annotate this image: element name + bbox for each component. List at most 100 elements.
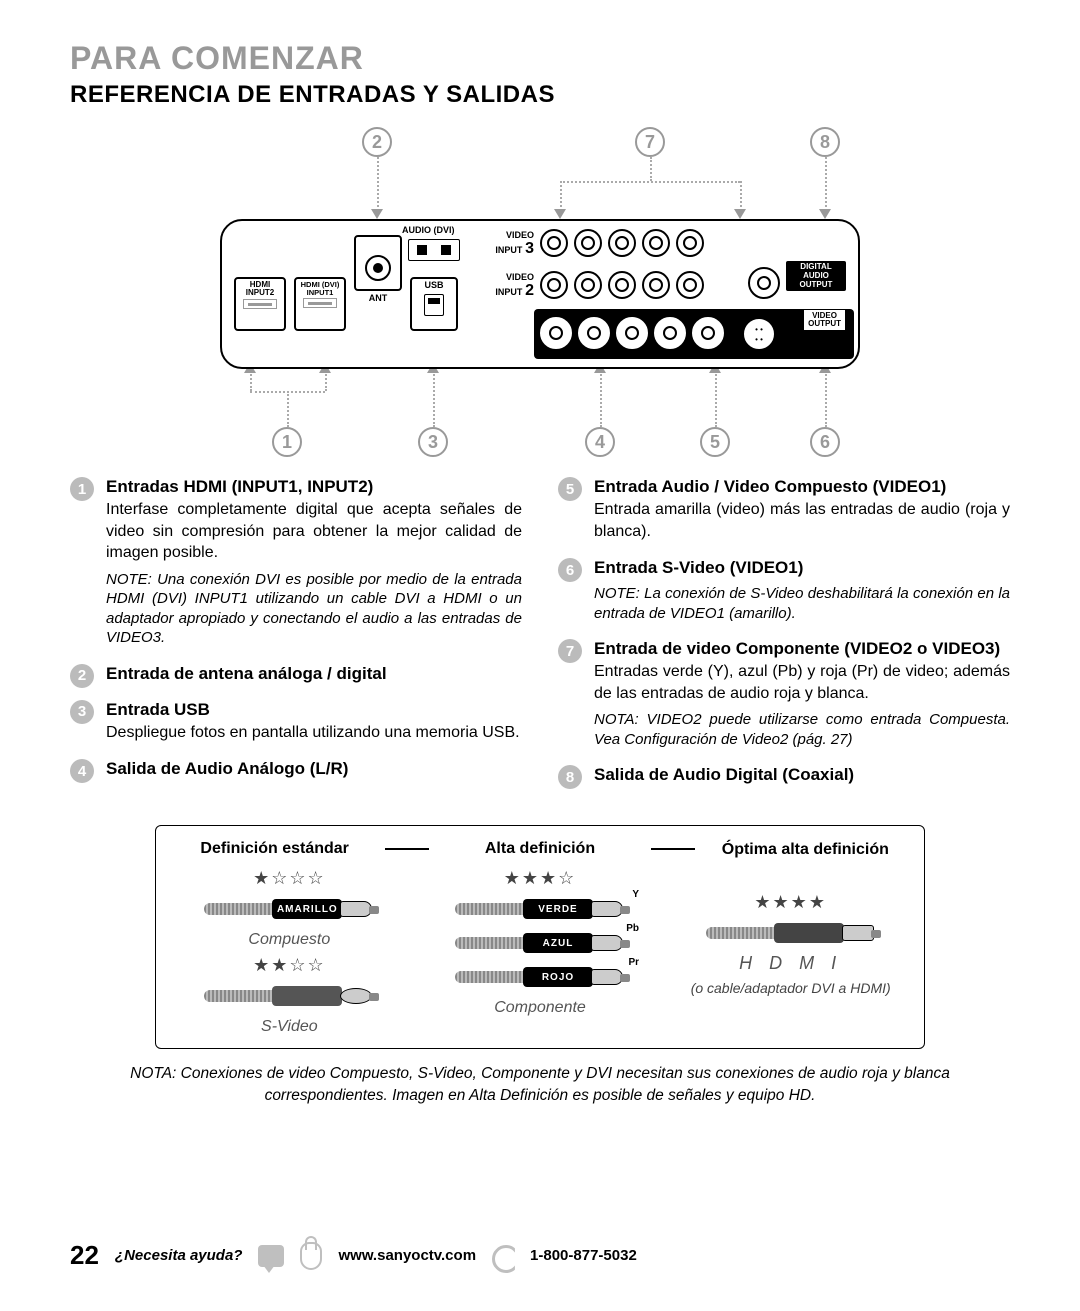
plug-label-text: AMARILLO <box>272 899 342 919</box>
badge-8: 8 <box>558 765 582 789</box>
item-title: Entrada USB <box>106 700 522 720</box>
bottom-note: NOTA: Conexiones de video Compuesto, S-V… <box>100 1063 980 1106</box>
plug-composite: AMARILLO <box>204 895 374 923</box>
stars-2: ★★☆☆ <box>253 955 326 976</box>
plug-component-pb: AZUL Pb <box>455 929 625 957</box>
arrow-icon <box>554 209 566 219</box>
sup-pb: Pb <box>626 923 639 934</box>
item-note: NOTA: VIDEO2 puede utilizarse como entra… <box>594 710 1010 749</box>
item-5: 5 Entrada Audio / Video Compuesto (VIDEO… <box>558 477 1010 542</box>
badge-7: 7 <box>558 639 582 663</box>
label-standard-def: Definición estándar <box>174 840 375 858</box>
quality-comparison-box: Definición estándar Alta definición Ópti… <box>155 825 925 1049</box>
plug-component-y: VERDE Y <box>455 895 625 923</box>
arrow-icon <box>734 209 746 219</box>
page-subtitle: REFERENCIA DE ENTRADAS Y SALIDAS <box>70 81 1010 109</box>
callout-line <box>650 157 652 181</box>
qcol-standard: ★☆☆☆ AMARILLO Compuesto ★★☆☆ S-Video <box>174 868 405 1036</box>
callout-line <box>250 391 325 393</box>
callout-7: 7 <box>635 127 665 157</box>
plug-label-text: AZUL <box>523 933 593 953</box>
item-4: 4 Salida de Audio Análogo (L/R) <box>70 759 522 779</box>
badge-3: 3 <box>70 700 94 724</box>
badge-6: 6 <box>558 558 582 582</box>
stars-4: ★★★★ <box>754 892 827 913</box>
item-title: Entrada de video Componente (VIDEO2 o VI… <box>594 639 1010 659</box>
quality-columns: ★☆☆☆ AMARILLO Compuesto ★★☆☆ S-Video ★★★… <box>174 868 906 1036</box>
item-note: NOTE: La conexión de S-Video deshabilita… <box>594 584 1010 623</box>
item-title: Salida de Audio Digital (Coaxial) <box>594 765 1010 785</box>
footer-phone: 1-800-877-5032 <box>530 1247 637 1264</box>
callout-line <box>825 371 827 427</box>
stars-3: ★★★☆ <box>504 868 577 889</box>
label-video-output: VIDEOOUTPUT <box>803 309 846 331</box>
port-hdmi-input2: HDMI INPUT2 <box>234 277 286 331</box>
io-panel-diagram: 2 7 8 1 3 4 5 6 AUDIO (DVI) HDMI INPUT2 … <box>130 127 950 457</box>
quality-header-row: Definición estándar Alta definición Ópti… <box>174 840 906 858</box>
item-note: NOTE: Una conexión DVI es posible por me… <box>106 570 522 648</box>
callout-line <box>825 157 827 211</box>
callout-line <box>560 181 562 211</box>
callout-line <box>560 181 740 183</box>
badge-4: 4 <box>70 759 94 783</box>
item-title: Entrada S-Video (VIDEO1) <box>594 558 1010 578</box>
rca-row-video3 <box>540 229 704 257</box>
port-digital-audio <box>748 267 780 299</box>
plug-component-pr: ROJO Pr <box>455 963 625 991</box>
item-title: Entrada Audio / Video Compuesto (VIDEO1) <box>594 477 1010 497</box>
item-body: Interfase completamente digital que acep… <box>106 499 522 564</box>
label-video-input1: VIDEOINPUT 1 <box>786 333 846 359</box>
label-high-def: Alta definición <box>439 840 640 858</box>
plug-label-text: ROJO <box>523 967 593 987</box>
right-column: 5 Entrada Audio / Video Compuesto (VIDEO… <box>558 477 1010 801</box>
callout-line <box>377 157 379 211</box>
item-8: 8 Salida de Audio Digital (Coaxial) <box>558 765 1010 785</box>
port-label: ANT <box>356 294 400 303</box>
port-label: HDMI INPUT2 <box>236 281 284 297</box>
arrow-icon <box>371 209 383 219</box>
page-footer: 22 ¿Necesita ayuda? www.sanyoctv.com 1-8… <box>70 1240 1010 1271</box>
item-body: Entradas verde (Y), azul (Pb) y roja (Pr… <box>594 661 1010 704</box>
item-title: Entrada de antena análoga / digital <box>106 664 522 684</box>
callout-line <box>740 181 742 211</box>
left-column: 1 Entradas HDMI (INPUT1, INPUT2) Interfa… <box>70 477 522 801</box>
callout-4: 4 <box>585 427 615 457</box>
phone-icon <box>492 1245 514 1267</box>
item-body: Entrada amarilla (video) más las entrada… <box>594 499 1010 542</box>
badge-2: 2 <box>70 664 94 688</box>
io-panel: AUDIO (DVI) HDMI INPUT2 HDMI (DVI) INPUT… <box>220 219 860 369</box>
plug-svideo <box>204 982 374 1010</box>
item-1: 1 Entradas HDMI (INPUT1, INPUT2) Interfa… <box>70 477 522 648</box>
callout-1: 1 <box>272 427 302 457</box>
item-body: Despliegue fotos en pantalla utilizando … <box>106 722 522 744</box>
caption-hdmi-sub: (o cable/adaptador DVI a HDMI) <box>691 980 891 997</box>
callout-5: 5 <box>700 427 730 457</box>
callout-3: 3 <box>418 427 448 457</box>
arrow-icon <box>819 209 831 219</box>
sup-y: Y <box>632 889 639 900</box>
port-hdmi-input1: HDMI (DVI) INPUT1 <box>294 277 346 331</box>
label-digital-audio: DIGITALAUDIOOUTPUT <box>786 261 846 291</box>
callout-line <box>715 371 717 427</box>
port-label: HDMI (DVI) INPUT1 <box>296 281 344 296</box>
callout-8: 8 <box>810 127 840 157</box>
item-7: 7 Entrada de video Componente (VIDEO2 o … <box>558 639 1010 749</box>
divider-line <box>385 848 429 850</box>
caption-compuesto: Compuesto <box>248 931 330 949</box>
help-text: ¿Necesita ayuda? <box>115 1247 243 1264</box>
label-video-input2: VIDEOINPUT 2 <box>474 273 534 299</box>
caption-componente: Componente <box>494 999 586 1017</box>
qcol-component: ★★★☆ VERDE Y AZUL Pb ROJO Pr Componente <box>425 868 656 1036</box>
page-section-title: PARA COMENZAR <box>70 40 1010 77</box>
item-title: Salida de Audio Análogo (L/R) <box>106 759 522 779</box>
caption-hdmi: H D M I <box>739 953 842 974</box>
badge-5: 5 <box>558 477 582 501</box>
label-best-def: Óptima alta definición <box>705 841 906 859</box>
sup-pr: Pr <box>628 957 639 968</box>
mouse-icon <box>300 1242 322 1270</box>
caption-svideo: S-Video <box>261 1018 318 1036</box>
chat-icon <box>258 1245 284 1267</box>
label-audio-dvi: AUDIO (DVI) <box>402 225 455 235</box>
label-video-input3: VIDEOINPUT 3 <box>474 231 534 257</box>
callout-6: 6 <box>810 427 840 457</box>
